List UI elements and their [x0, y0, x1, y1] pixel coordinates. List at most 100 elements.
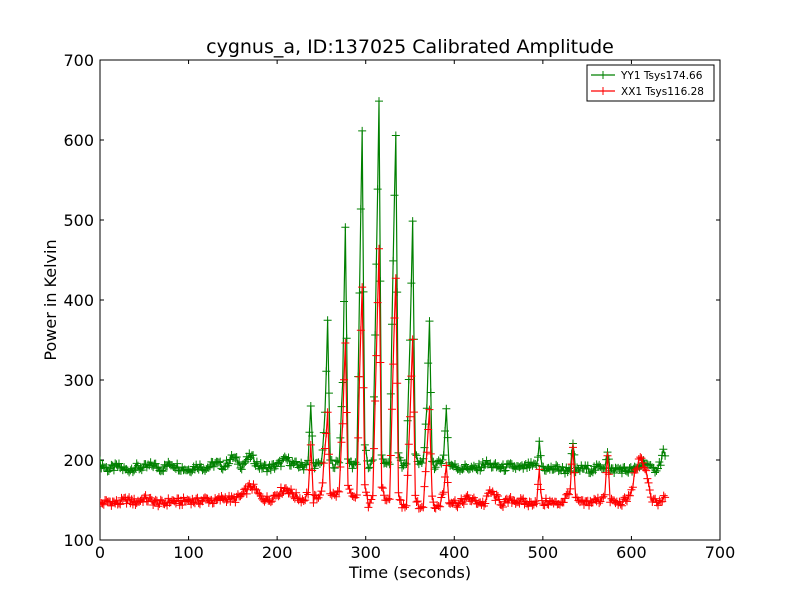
- data-point-marker: [100, 456, 104, 465]
- data-point-marker: [628, 483, 637, 492]
- data-point-marker: [348, 464, 357, 473]
- data-point-marker: [128, 468, 137, 477]
- data-point-marker: [371, 397, 380, 405]
- data-point-marker: [372, 351, 381, 360]
- data-point-marker: [192, 494, 201, 503]
- data-point-marker: [242, 489, 251, 498]
- data-point-marker: [365, 498, 374, 507]
- data-point-marker: [411, 450, 420, 459]
- data-point-marker: [499, 503, 507, 512]
- data-point-marker: [159, 467, 168, 476]
- data-point-marker: [364, 464, 373, 473]
- data-point-marker: [655, 458, 664, 467]
- data-point-marker: [393, 379, 402, 388]
- data-point-marker: [533, 480, 542, 489]
- data-point-marker: [386, 451, 395, 460]
- data-point-marker: [231, 453, 240, 462]
- data-point-marker: [356, 326, 365, 335]
- data-point-marker: [596, 497, 605, 506]
- data-point-marker: [659, 491, 668, 500]
- data-point-marker: [255, 489, 264, 498]
- data-point-marker: [340, 375, 349, 384]
- data-point-marker: [356, 205, 365, 214]
- data-point-marker: [659, 445, 668, 454]
- x-tick-label: 500: [528, 543, 559, 562]
- data-point-marker: [417, 502, 426, 511]
- data-point-marker: [223, 461, 232, 470]
- data-point-marker: [355, 372, 364, 381]
- data-point-marker: [570, 450, 579, 459]
- data-point-marker: [457, 494, 466, 503]
- data-point-marker: [385, 460, 394, 469]
- data-point-marker: [604, 470, 613, 479]
- data-point-marker: [376, 358, 385, 367]
- data-point-marker: [266, 498, 275, 507]
- data-point-marker: [284, 453, 293, 462]
- data-point-marker: [658, 497, 667, 506]
- data-point-marker: [323, 316, 332, 325]
- data-point-marker: [335, 458, 344, 467]
- data-point-marker: [617, 501, 626, 510]
- data-point-marker: [341, 223, 350, 232]
- data-point-marker: [276, 483, 285, 492]
- data-point-marker: [323, 408, 332, 417]
- data-point-marker: [603, 451, 612, 460]
- data-point-marker: [263, 467, 272, 476]
- data-point-marker: [237, 465, 246, 474]
- data-point-marker: [116, 500, 125, 509]
- data-point-marker: [648, 463, 657, 472]
- data-point-marker: [440, 473, 449, 482]
- data-point-marker: [276, 462, 285, 471]
- data-point-marker: [368, 491, 377, 500]
- data-point-marker: [306, 402, 315, 411]
- data-point-marker: [389, 360, 398, 369]
- legend-box: [586, 64, 715, 102]
- data-point-marker: [407, 279, 416, 288]
- x-tick-label: 0: [95, 543, 105, 562]
- chart-title: cygnus_a, ID:137025 Calibrated Amplitude: [206, 36, 614, 58]
- data-point-marker: [599, 492, 608, 501]
- data-point-marker: [358, 126, 367, 135]
- data-point-marker: [319, 459, 328, 468]
- data-point-marker: [651, 468, 660, 477]
- data-point-marker: [338, 419, 347, 428]
- data-point-marker: [472, 465, 481, 474]
- data-point-marker: [439, 488, 448, 497]
- data-point-marker: [439, 451, 448, 460]
- data-point-marker: [442, 461, 451, 470]
- data-point-marker: [107, 460, 116, 469]
- data-point-marker: [306, 440, 315, 449]
- data-point-marker: [266, 466, 275, 475]
- data-point-marker: [419, 503, 428, 512]
- data-point-marker: [528, 501, 537, 510]
- data-point-marker: [308, 431, 317, 440]
- data-point-marker: [131, 500, 140, 509]
- data-point-marker: [570, 468, 579, 477]
- data-point-marker: [642, 466, 651, 475]
- data-point-marker: [249, 451, 258, 460]
- data-point-marker: [252, 485, 261, 494]
- data-point-marker: [402, 501, 411, 510]
- data-point-marker: [408, 335, 417, 344]
- data-point-marker: [568, 443, 577, 452]
- x-axis-label: Time (seconds): [348, 563, 471, 582]
- data-point-marker: [645, 485, 654, 494]
- data-point-marker: [289, 493, 298, 502]
- data-point-marker: [387, 405, 396, 414]
- y-tick-label: 700: [63, 51, 94, 70]
- data-point-marker: [320, 444, 329, 453]
- data-point-marker: [322, 367, 331, 376]
- data-point-marker: [454, 499, 463, 508]
- data-point-marker: [158, 466, 166, 475]
- y-tick-label: 100: [63, 531, 94, 550]
- data-point-marker: [595, 460, 604, 469]
- data-point-marker: [644, 478, 653, 487]
- data-point-marker: [375, 244, 383, 253]
- data-point-marker: [409, 408, 418, 417]
- data-point-marker: [501, 466, 510, 475]
- plot-area: [99, 59, 721, 541]
- data-point-marker: [375, 97, 383, 106]
- data-point-marker: [595, 499, 604, 508]
- data-point-marker: [252, 457, 261, 466]
